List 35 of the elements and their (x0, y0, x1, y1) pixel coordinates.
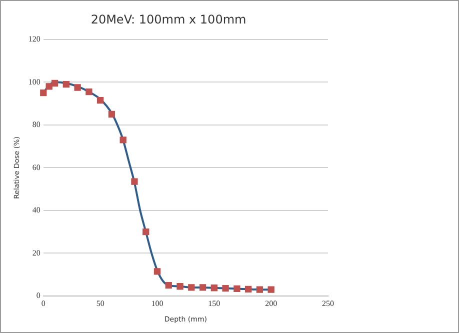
point (51, 80, 58, 87)
point (142, 228, 150, 236)
point (40, 90, 47, 96)
point (222, 284, 229, 292)
point (62, 80, 70, 88)
y-tick-label: 80 (32, 120, 40, 130)
x-tick-label: 200 (265, 298, 278, 308)
x-tick-label: 100 (151, 298, 164, 308)
point (46, 83, 52, 90)
point (154, 268, 161, 275)
point (188, 284, 195, 291)
x-tick-label: 150 (208, 298, 220, 308)
point (256, 286, 264, 293)
point (210, 284, 218, 292)
y-tick-label: 20 (32, 248, 40, 258)
point (176, 283, 184, 290)
y-tick-label: 40 (32, 206, 40, 215)
y-tick-label: 60 (32, 162, 40, 172)
y-tick-label: 100 (28, 77, 40, 86)
y-tick-label: 120 (28, 34, 40, 44)
point (131, 178, 138, 185)
point (74, 84, 81, 91)
point (120, 136, 126, 144)
y-tick-label: 0 (36, 291, 40, 300)
chart-title: 20MeV: 100mm x 100mm (90, 12, 246, 26)
x-tick-label: 50 (96, 298, 104, 308)
point (234, 285, 240, 292)
point (96, 97, 104, 104)
x-tick-label: 250 (322, 298, 334, 308)
point (268, 286, 274, 293)
point (108, 110, 116, 118)
point (165, 282, 172, 289)
point (86, 88, 92, 96)
point (199, 284, 206, 291)
point (244, 286, 252, 292)
